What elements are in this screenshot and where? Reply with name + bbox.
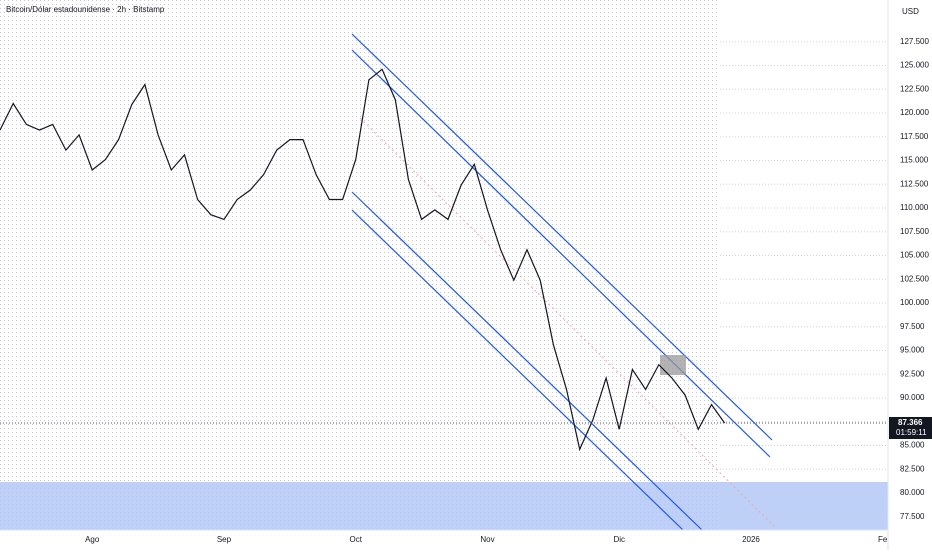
- channel-line: [351, 191, 703, 531]
- y-tick-label: 105.000: [900, 251, 929, 260]
- channel-line: [351, 49, 771, 458]
- y-tick-label: 110.000: [900, 203, 929, 212]
- y-tick-label: 82.500: [900, 464, 925, 473]
- x-tick-label: 2026: [742, 535, 760, 544]
- y-tick-label: 107.500: [900, 227, 929, 236]
- y-tick-label: 97.500: [900, 322, 925, 331]
- current-price-box: [889, 416, 932, 439]
- y-tick-label: 125.000: [900, 61, 929, 70]
- channel-line: [351, 33, 773, 441]
- y-tick-label: 77.500: [900, 512, 925, 521]
- x-tick-label: Fe: [878, 535, 888, 544]
- y-tick-label: 85.000: [900, 441, 925, 450]
- support-zone: [0, 482, 888, 530]
- grid-background: [0, 0, 720, 530]
- countdown-label: 01:59:11: [896, 428, 927, 437]
- y-tick-label: 102.500: [900, 274, 929, 283]
- price-line: [0, 68, 726, 452]
- midline: [359, 117, 776, 528]
- y-tick-label: 80.000: [900, 488, 925, 497]
- x-tick-label: Oct: [350, 535, 363, 544]
- x-tick-label: Ago: [85, 535, 100, 544]
- y-tick-label: 95.000: [900, 346, 925, 355]
- y-tick-label: 117.500: [900, 132, 929, 141]
- y-tick-label: 120.000: [900, 108, 929, 117]
- x-tick-label: Dic: [613, 535, 625, 544]
- channel: [351, 33, 773, 531]
- x-tick-label: Nov: [480, 535, 494, 544]
- y-tick-label: 90.000: [900, 393, 925, 402]
- y-tick-label: 122.500: [900, 84, 929, 93]
- current-price-label: 87.366: [898, 418, 923, 427]
- x-tick-label: Sep: [217, 535, 232, 544]
- y-tick-label: 112.500: [900, 179, 929, 188]
- channel-line: [351, 209, 684, 531]
- chart-title: Bitcoin/Dólar estadounidense · 2h · Bits…: [6, 5, 165, 14]
- marked-box: [660, 355, 686, 375]
- y-tick-label: 92.500: [900, 369, 925, 378]
- currency: USD: [902, 7, 919, 16]
- y-tick-label: 115.000: [900, 156, 929, 165]
- y-tick-label: 100.000: [900, 298, 929, 307]
- y-tick-label: 127.500: [900, 37, 929, 46]
